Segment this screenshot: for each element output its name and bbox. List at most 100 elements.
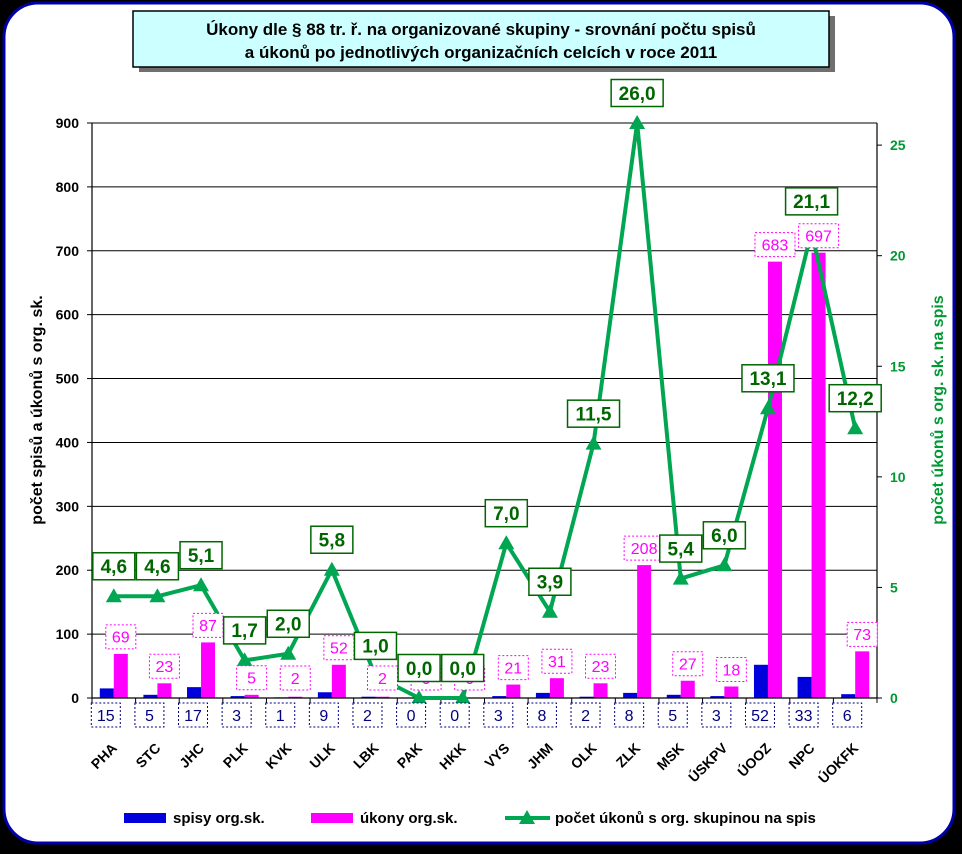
bar-spisy-label-box [526, 702, 557, 728]
line-label-box [610, 78, 664, 108]
bar-ukony-label-group: 23 [585, 653, 617, 679]
bar-ukony-label-box [192, 612, 224, 638]
bar-ukony [767, 261, 782, 698]
y-tick-label: 600 [56, 307, 80, 323]
bar-spisy-label-group: 15 [90, 702, 121, 728]
line-label: 0,0 [449, 659, 475, 680]
bar-ukony-label-group: 5 [236, 665, 268, 691]
line-marker [149, 588, 166, 603]
bar-spisy-label: 9 [319, 708, 328, 725]
bar-spisy-label: 8 [625, 708, 634, 725]
line-label: 7,0 [493, 504, 519, 525]
line-label: 13,1 [749, 369, 786, 390]
bar-spisy-label-box [614, 702, 645, 728]
legend-label-ukony: úkony org.sk. [360, 810, 458, 827]
y-tick-label: 500 [56, 371, 80, 387]
line-label-box [92, 552, 136, 581]
line-marker [629, 115, 646, 129]
line-label: 5,8 [319, 531, 345, 552]
line-marker [105, 588, 122, 603]
line-label-group: 1,7 [222, 616, 267, 645]
bar-ukony [637, 565, 652, 698]
legend-label-line: počet úkonů s org. skupinou na spis [555, 810, 816, 827]
y-tick-label: 100 [56, 626, 80, 642]
bar-spisy-label-group: 3 [221, 702, 252, 728]
line-label-group: 11,5 [566, 399, 621, 428]
data-labels: 1551731920038285352336692387525220021312… [90, 78, 882, 728]
line-label: 0,0 [406, 659, 432, 680]
line-label-box [179, 540, 223, 570]
legend-swatch-ukony [311, 813, 353, 823]
bar-spisy-label: 5 [668, 708, 677, 725]
bar-spisy-label: 1 [276, 708, 285, 725]
bar-ukony-label: 208 [631, 541, 658, 558]
bar-ukony-label: 5 [247, 671, 256, 688]
bar-ukony [593, 683, 608, 698]
bar-ukony-label: 21 [504, 660, 522, 677]
bar-spisy-label-box [352, 702, 383, 728]
line-label: 4,6 [144, 557, 170, 578]
bar-spisy-label: 5 [145, 708, 154, 725]
line-label-group: 3,9 [528, 567, 572, 596]
line-label: 3,9 [537, 573, 563, 594]
bar-ukony [201, 642, 216, 698]
bar-ukony [506, 684, 521, 698]
line-label-group: 5,1 [179, 540, 223, 570]
bar-ukony [724, 686, 739, 698]
y-tick-label: 400 [56, 434, 80, 450]
bar-spisy-label: 52 [751, 708, 769, 725]
bar-spisy-label-group: 8 [614, 702, 645, 728]
bar-spisy-label-box [657, 702, 688, 728]
bar-ukony-label: 18 [722, 662, 740, 679]
y2-axis-title: počet úkonů s org. sk. na spis [930, 295, 947, 524]
line-label-group: 7,0 [484, 498, 529, 528]
line-label-group: 2,0 [266, 609, 310, 639]
line-label-group: 5,4 [659, 534, 703, 563]
line-label: 6,0 [711, 526, 737, 547]
bar-spisy [535, 692, 550, 698]
line-label: 2,0 [275, 615, 301, 636]
bar-spisy-label-box [134, 702, 165, 728]
line-marker [411, 690, 428, 704]
bar-spisy-label-box [265, 702, 296, 728]
bar-ukony-label: 23 [592, 659, 610, 676]
bar-spisy-label-box [396, 702, 427, 728]
y-tick-label: 0 [71, 690, 79, 706]
y-tick-label: 300 [56, 498, 80, 514]
bar-ukony [549, 678, 564, 698]
bar-spisy-label-box [570, 702, 601, 728]
bar-ukony-label-group: 73 [846, 621, 878, 647]
chart-title-line-1: Úkony dle § 88 tr. ř. na organizované sk… [206, 20, 756, 39]
bar-ukony [157, 683, 172, 698]
bar-spisy-label-box [701, 702, 732, 728]
bar-ukony-label: 87 [199, 618, 217, 635]
bar-spisy-label-group: 3 [483, 702, 514, 728]
bar-spisy-label-group: 0 [439, 702, 470, 728]
bar-spisy-label: 15 [97, 708, 115, 725]
bar-spisy-label-group: 3 [701, 702, 732, 728]
bar-ukony [331, 664, 346, 698]
line-label-box [440, 653, 485, 683]
bar-spisy-label-group: 1 [265, 702, 296, 728]
legend-label-spisy: spisy org.sk. [173, 810, 265, 827]
line-label-group: 1,0 [353, 631, 398, 661]
bar-spisy [99, 688, 114, 698]
bar-spisy-label-box [788, 702, 819, 728]
line-label-box [828, 383, 882, 413]
bar-ukony-label-box [541, 648, 573, 674]
bar-ukony-label: 2 [291, 671, 300, 688]
bar-spisy-label-box [90, 702, 121, 728]
plot-background [92, 123, 877, 698]
bar-spisy-label: 3 [232, 708, 241, 725]
bar-ukony [680, 680, 695, 698]
bar-spisy-label: 3 [494, 708, 503, 725]
bar-ukony-label-group: 18 [715, 657, 747, 682]
bar-ukony [288, 696, 303, 698]
y-tick-label: 900 [56, 115, 80, 131]
y-tick-label: 800 [56, 179, 80, 195]
chart-title-group: Úkony dle § 88 tr. ř. na organizované sk… [132, 10, 835, 72]
bar-ukony-label-box [366, 665, 398, 691]
line-label-group: 12,2 [828, 383, 882, 413]
line-marker [236, 652, 253, 667]
